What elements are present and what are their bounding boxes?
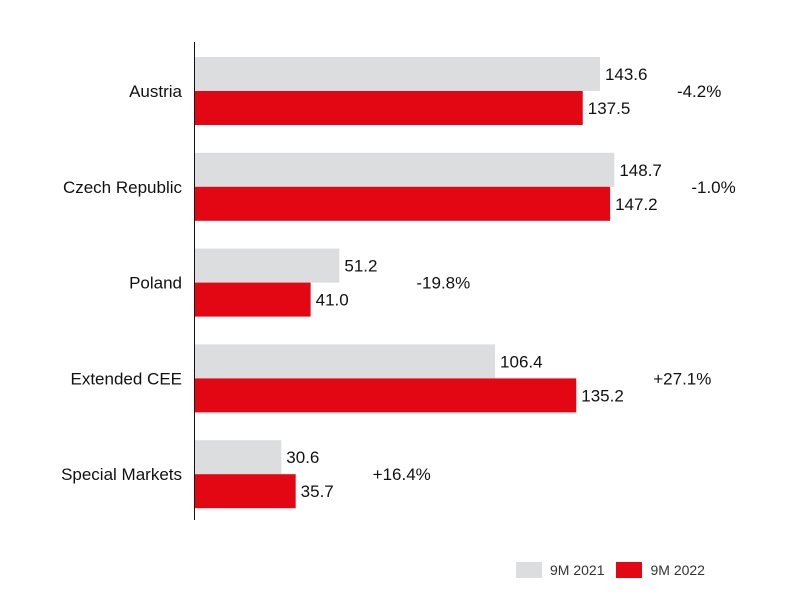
category-label-austria: Austria — [129, 82, 182, 101]
bar-special-markets-9m-2021 — [195, 440, 282, 475]
category-label-poland: Poland — [129, 274, 182, 293]
value-label-special-markets-9m-2022: 35.7 — [301, 482, 334, 501]
value-label-extended-cee-9m-2021: 106.4 — [500, 352, 543, 371]
legend-swatch-2021 — [516, 562, 542, 578]
value-label-poland-9m-2021: 51.2 — [344, 257, 377, 276]
change-label-austria: -4.2% — [677, 82, 721, 101]
value-label-austria-9m-2022: 137.5 — [588, 99, 631, 118]
bar-czech-republic-9m-2021 — [195, 152, 615, 187]
legend-label-2021: 9M 2021 — [550, 562, 605, 578]
value-label-special-markets-9m-2021: 30.6 — [286, 448, 319, 467]
bar-austria-9m-2021 — [195, 57, 600, 91]
value-label-poland-9m-2022: 41.0 — [316, 291, 349, 310]
bar-extended-cee-9m-2021 — [195, 344, 496, 379]
bar-austria-9m-2022 — [195, 91, 583, 125]
change-label-special-markets: +16.4% — [373, 465, 431, 484]
category-label-czech-republic: Czech Republic — [63, 178, 183, 197]
change-labels: -4.2% -1.0% -19.8% +27.1% +16.4% — [373, 82, 736, 484]
change-label-extended-cee: +27.1% — [653, 369, 711, 388]
value-labels: 143.6 137.5 148.7 147.2 51.2 41.0 106.4 135.2 30… — [286, 65, 662, 501]
category-label-special-markets: Special Markets — [61, 465, 182, 484]
value-label-extended-cee-9m-2022: 135.2 — [581, 386, 624, 405]
change-label-czech-republic: -1.0% — [691, 178, 735, 197]
legend-item-2021: 9M 2021 — [516, 562, 604, 578]
bar-special-markets-9m-2022 — [195, 474, 296, 509]
legend-label-2022: 9M 2022 — [650, 562, 705, 578]
value-label-czech-republic-9m-2022: 147.2 — [615, 195, 658, 214]
value-label-czech-republic-9m-2021: 148.7 — [619, 161, 662, 180]
category-labels: Austria Czech Republic Poland Extended CEE S… — [61, 82, 182, 484]
legend-item-2022: 9M 2022 — [616, 562, 705, 578]
bars — [195, 57, 615, 509]
value-label-austria-9m-2021: 143.6 — [605, 65, 648, 84]
bar-poland-9m-2021 — [195, 248, 340, 283]
category-label-extended-cee: Extended CEE — [70, 369, 182, 388]
legend: 9M 2021 9M 2022 — [516, 562, 717, 578]
legend-swatch-2022 — [616, 562, 643, 578]
bar-poland-9m-2022 — [195, 282, 311, 317]
bar-extended-cee-9m-2022 — [195, 378, 577, 413]
change-label-poland: -19.8% — [416, 274, 470, 293]
bar-czech-republic-9m-2022 — [195, 186, 611, 221]
